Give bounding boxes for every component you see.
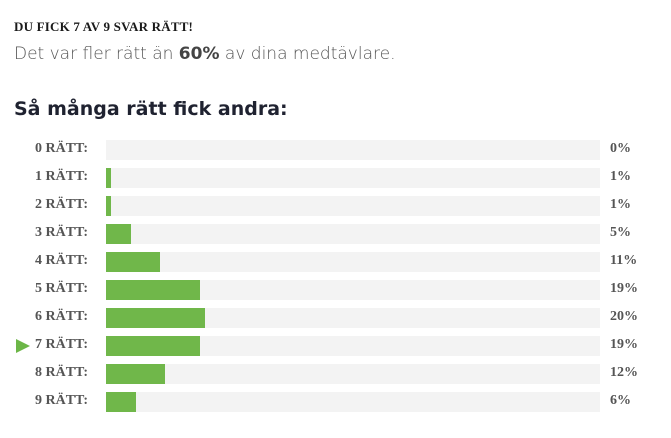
row-label: 7 RÄTT: (34, 337, 88, 352)
row-percent: 19% (610, 337, 638, 352)
bar-fill (106, 196, 111, 216)
bar-fill (106, 224, 131, 244)
bar-track (106, 336, 600, 356)
bar-fill (106, 252, 161, 272)
chart-row: 0 RÄTT: 0% (0, 140, 671, 160)
bar-track (106, 224, 600, 244)
row-label: 0 RÄTT: (34, 141, 88, 156)
row-label: 1 RÄTT: (34, 169, 88, 184)
result-subtitle: Det var fler rätt än 60% av dina medtävl… (14, 44, 395, 64)
row-label: 3 RÄTT: (34, 225, 88, 240)
bar-fill (106, 280, 200, 300)
bar-fill (106, 364, 166, 384)
row-percent: 1% (610, 169, 631, 184)
subtitle-after: av dina medtävlare. (219, 44, 396, 64)
bar-fill (106, 308, 205, 328)
bar-fill (106, 168, 111, 188)
bar-track (106, 168, 600, 188)
bar-track (106, 308, 600, 328)
row-percent: 20% (610, 309, 638, 324)
chart-row: 6 RÄTT: 20% (0, 308, 671, 328)
row-percent: 1% (610, 197, 631, 212)
bar-fill (106, 392, 136, 412)
row-percent: 0% (610, 141, 631, 156)
row-percent: 5% (610, 225, 631, 240)
row-percent: 11% (610, 253, 638, 268)
chart-row: 1 RÄTT: 1% (0, 168, 671, 188)
subtitle-percent: 60% (178, 44, 220, 64)
bar-track (106, 196, 600, 216)
chart-row: 2 RÄTT: 1% (0, 196, 671, 216)
section-title: Så många rätt fick andra: (14, 98, 288, 120)
row-percent: 6% (610, 393, 631, 408)
row-label: 2 RÄTT: (34, 197, 88, 212)
row-percent: 19% (610, 281, 638, 296)
chart-row: 5 RÄTT: 19% (0, 280, 671, 300)
row-label: 5 RÄTT: (34, 281, 88, 296)
result-title: DU FICK 7 AV 9 SVAR RÄTT! (14, 19, 194, 34)
bar-track (106, 252, 600, 272)
row-label: 9 RÄTT: (34, 393, 88, 408)
chart-row: 4 RÄTT: 11% (0, 252, 671, 272)
chart-row: 7 RÄTT: 19% (0, 336, 671, 356)
chart-row: 9 RÄTT: 6% (0, 392, 671, 412)
bar-track (106, 280, 600, 300)
bar-track (106, 364, 600, 384)
row-label: 6 RÄTT: (34, 309, 88, 324)
row-label: 8 RÄTT: (34, 365, 88, 380)
row-percent: 12% (610, 365, 638, 380)
bar-track (106, 140, 600, 160)
your-score-marker-icon (16, 339, 30, 353)
row-label: 4 RÄTT: (34, 253, 88, 268)
bar-track (106, 392, 600, 412)
chart-row: 3 RÄTT: 5% (0, 224, 671, 244)
chart-row: 8 RÄTT: 12% (0, 364, 671, 384)
bar-fill (106, 336, 200, 356)
distribution-chart: 0 RÄTT: 0% 1 RÄTT: 1% 2 RÄTT: 1% 3 RÄTT: 5% 4 RÄ… (0, 140, 671, 420)
subtitle-before: Det var fler rätt än (14, 44, 179, 64)
